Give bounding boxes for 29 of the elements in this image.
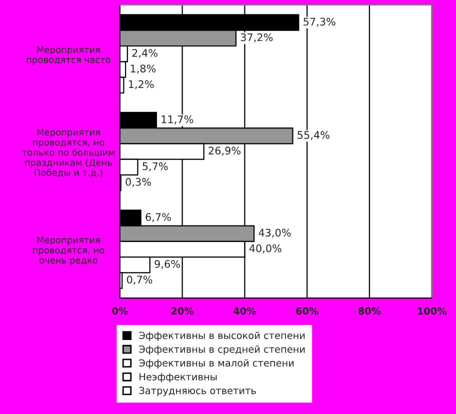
data-label: 6,7% (146, 213, 171, 222)
y-tick-label: Мероприятия проводятся часто (26, 46, 110, 65)
data-label: 40,0% (249, 244, 282, 254)
data-label: 1,2% (128, 80, 154, 90)
data-label: 55,4% (298, 131, 330, 140)
legend-label: Эффективны в высокой степени (139, 332, 305, 341)
data-label: 5,7% (142, 162, 168, 172)
data-label: 11,7% (162, 115, 194, 124)
data-label: 26,9% (208, 146, 241, 156)
data-label: 37,2% (240, 33, 273, 42)
data-label: 0,7% (126, 276, 152, 285)
x-tick-label: 0% (112, 307, 128, 315)
legend-label: Эффективны в малой степени (139, 359, 294, 369)
legend-label: Затрудняюсь ответить (139, 386, 256, 396)
x-tick-label: 80% (358, 307, 381, 315)
data-label: 2,4% (132, 48, 158, 58)
x-tick-label: 60% (296, 307, 318, 315)
x-tick-label: 20% (171, 307, 194, 315)
y-tick-label: Мероприятия проводятся, но только по большим праздникам (День Победы и т.д.) (22, 128, 114, 178)
data-label: 1,8% (130, 64, 156, 74)
data-label: 9,6% (154, 260, 180, 269)
legend-label: Эффективны в средней степени (139, 345, 305, 355)
x-tick-label: 40% (233, 307, 256, 315)
legend-label: Неэффективны (140, 373, 217, 382)
data-label: 43,0% (258, 228, 291, 238)
x-tick-label: 100% (418, 307, 447, 315)
data-label: 57,3% (304, 18, 336, 27)
y-tick-label: Мероприятия проводятся, но очень редко (33, 236, 104, 266)
data-label: 0,3% (126, 178, 151, 187)
